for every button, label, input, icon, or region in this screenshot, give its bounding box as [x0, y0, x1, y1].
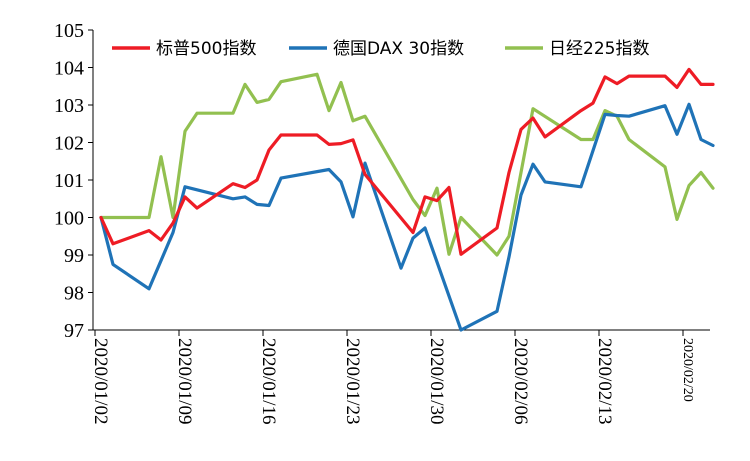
x-tick-label: 2020/01/23: [342, 338, 363, 425]
y-tick-label: 99: [64, 245, 84, 267]
y-tick-label: 102: [54, 133, 84, 155]
legend-label-1: 标普500指数: [156, 39, 256, 59]
y-tick-label: 101: [54, 170, 84, 192]
series-layer: [99, 67, 715, 332]
x-tick-label: 2020/01/09: [174, 338, 195, 425]
legend: 标普500指数 德国DAX 30指数 日经225指数: [112, 39, 649, 59]
y-tick-label: 103: [54, 95, 84, 117]
x-tick-label: 2020/01/02: [90, 338, 111, 425]
x-tick-label: 2020/02/06: [510, 338, 531, 425]
x-tick-label: 2020/01/16: [258, 338, 279, 425]
x-tick-label: 2020/02/20: [680, 338, 695, 402]
y-tick-label: 104: [54, 58, 84, 80]
series-line-3: [99, 72, 715, 257]
y-tick-label: 100: [54, 208, 84, 230]
legend-label-2: 德国DAX 30指数: [333, 39, 464, 59]
x-tick-label: 2020/01/30: [426, 338, 447, 425]
legend-label-3: 日经225指数: [549, 39, 649, 59]
y-axis: 97 98 99 100 101 102 103 104 105: [54, 20, 93, 342]
series-line-2: [99, 102, 715, 332]
y-tick-label: 98: [64, 283, 84, 305]
x-tick-label: 2020/02/13: [594, 338, 615, 425]
x-axis: 2020/01/02 2020/01/09 2020/01/16 2020/01/23…: [90, 330, 695, 425]
series-line-1: [99, 67, 715, 256]
y-tick-label: 105: [54, 20, 84, 42]
y-tick-label: 97: [64, 320, 84, 342]
